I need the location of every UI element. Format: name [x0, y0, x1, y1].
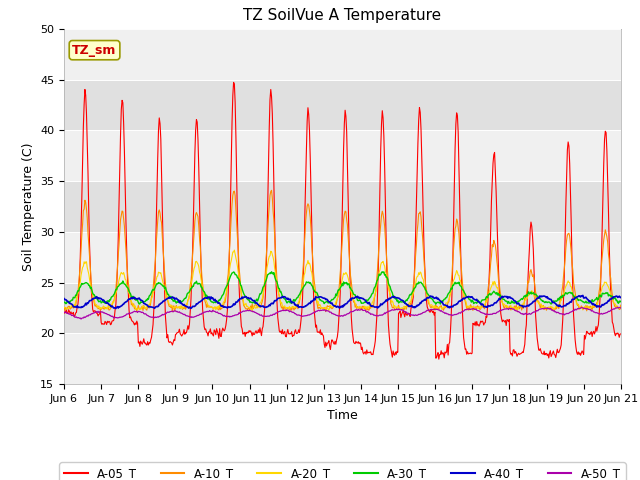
Bar	[64, 181, 621, 232]
Legend: A-05_T, A-10_T, A-20_T, A-30_T, A-40_T, A-50_T: A-05_T, A-10_T, A-20_T, A-30_T, A-40_T, …	[60, 462, 625, 480]
X-axis label: Time: Time	[327, 409, 358, 422]
Y-axis label: Soil Temperature (C): Soil Temperature (C)	[22, 142, 35, 271]
Bar	[64, 232, 621, 283]
Bar	[64, 333, 621, 384]
Title: TZ SoilVue A Temperature: TZ SoilVue A Temperature	[243, 9, 442, 24]
Bar	[64, 80, 621, 130]
Bar	[64, 283, 621, 333]
Text: TZ_sm: TZ_sm	[72, 44, 116, 57]
Bar	[64, 130, 621, 181]
Bar	[64, 29, 621, 80]
